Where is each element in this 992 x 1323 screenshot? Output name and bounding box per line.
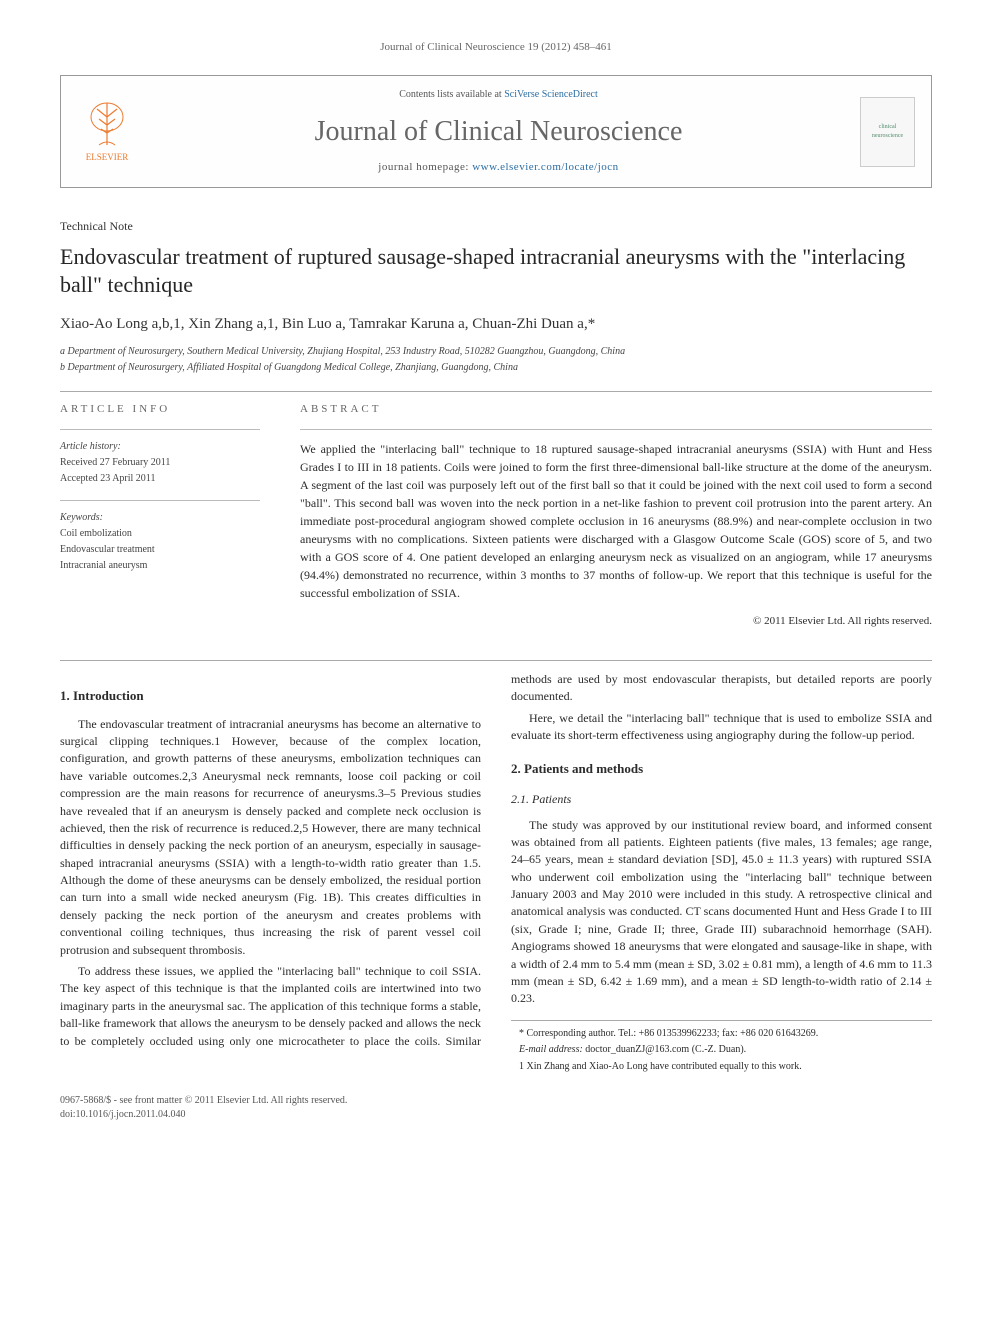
issn-line: 0967-5868/$ - see front matter © 2011 El…: [60, 1094, 932, 1108]
keyword: Endovascular treatment: [60, 543, 260, 557]
journal-homepage-line: journal homepage: www.elsevier.com/locat…: [153, 160, 844, 175]
elsevier-tree-icon: [85, 99, 129, 149]
article-info-heading: ARTICLE INFO: [60, 402, 260, 417]
masthead-center: Contents lists available at SciVerse Sci…: [153, 88, 844, 175]
divider: [60, 660, 932, 661]
article-info-block: ARTICLE INFO Article history: Received 2…: [60, 402, 260, 630]
equal-contribution-footnote: 1 Xin Zhang and Xiao-Ao Long have contri…: [511, 1060, 932, 1075]
divider: [60, 391, 932, 392]
journal-title: Journal of Clinical Neuroscience: [153, 112, 844, 151]
abstract-block: ABSTRACT We applied the "interlacing bal…: [300, 402, 932, 630]
affiliation-b: b Department of Neurosurgery, Affiliated…: [60, 361, 932, 375]
methods-paragraph-1: The study was approved by our institutio…: [511, 817, 932, 1008]
keywords-heading: Keywords:: [60, 511, 260, 525]
history-heading: Article history:: [60, 440, 260, 454]
accepted-date: Accepted 23 April 2011: [60, 472, 260, 486]
sciencedirect-link[interactable]: SciVerse ScienceDirect: [504, 89, 598, 100]
section-heading-methods: 2. Patients and methods: [511, 760, 932, 779]
article-history: Article history: Received 27 February 20…: [60, 440, 260, 486]
running-head: Journal of Clinical Neuroscience 19 (201…: [60, 40, 932, 55]
body-two-column: 1. Introduction The endovascular treatme…: [60, 671, 932, 1075]
keywords-block: Keywords: Coil embolization Endovascular…: [60, 511, 260, 573]
keyword: Intracranial aneurysm: [60, 559, 260, 573]
intro-paragraph-1: The endovascular treatment of intracrani…: [60, 716, 481, 959]
intro-paragraph-3: Here, we detail the "interlacing ball" t…: [511, 710, 932, 745]
abstract-text: We applied the "interlacing ball" techni…: [300, 440, 932, 602]
section-heading-introduction: 1. Introduction: [60, 687, 481, 706]
abstract-heading: ABSTRACT: [300, 402, 932, 417]
subsection-heading-patients: 2.1. Patients: [511, 791, 932, 808]
email-footnote: E-mail address: doctor_duanZJ@163.com (C…: [511, 1043, 932, 1058]
elsevier-logo: ELSEVIER: [77, 97, 137, 167]
email-label: E-mail address:: [519, 1044, 583, 1055]
article-type: Technical Note: [60, 218, 932, 235]
contents-prefix: Contents lists available at: [399, 89, 504, 100]
info-abstract-row: ARTICLE INFO Article history: Received 2…: [60, 402, 932, 630]
journal-cover-thumbnail: clinical neuroscience: [860, 97, 915, 167]
author-list: Xiao-Ao Long a,b,1, Xin Zhang a,1, Bin L…: [60, 314, 932, 335]
keyword: Coil embolization: [60, 527, 260, 541]
email-address[interactable]: doctor_duanZJ@163.com: [585, 1044, 689, 1055]
article-title: Endovascular treatment of ruptured sausa…: [60, 243, 932, 300]
received-date: Received 27 February 2011: [60, 456, 260, 470]
doi-line: doi:10.1016/j.jocn.2011.04.040: [60, 1108, 932, 1122]
email-suffix: (C.-Z. Duan).: [692, 1044, 746, 1055]
footnotes-block: * Corresponding author. Tel.: +86 013539…: [511, 1020, 932, 1075]
affiliations: a Department of Neurosurgery, Southern M…: [60, 345, 932, 375]
journal-masthead: ELSEVIER Contents lists available at Sci…: [60, 75, 932, 188]
page-footer: 0967-5868/$ - see front matter © 2011 El…: [60, 1094, 932, 1122]
affiliation-a: a Department of Neurosurgery, Southern M…: [60, 345, 932, 359]
cover-text-bottom: neuroscience: [872, 132, 903, 140]
corresponding-author-footnote: * Corresponding author. Tel.: +86 013539…: [511, 1027, 932, 1042]
homepage-link[interactable]: www.elsevier.com/locate/jocn: [472, 161, 618, 173]
homepage-prefix: journal homepage:: [378, 161, 472, 173]
contents-available-line: Contents lists available at SciVerse Sci…: [153, 88, 844, 102]
cover-text-top: clinical: [879, 123, 897, 131]
elsevier-logo-text: ELSEVIER: [86, 151, 129, 164]
abstract-copyright: © 2011 Elsevier Ltd. All rights reserved…: [300, 614, 932, 629]
